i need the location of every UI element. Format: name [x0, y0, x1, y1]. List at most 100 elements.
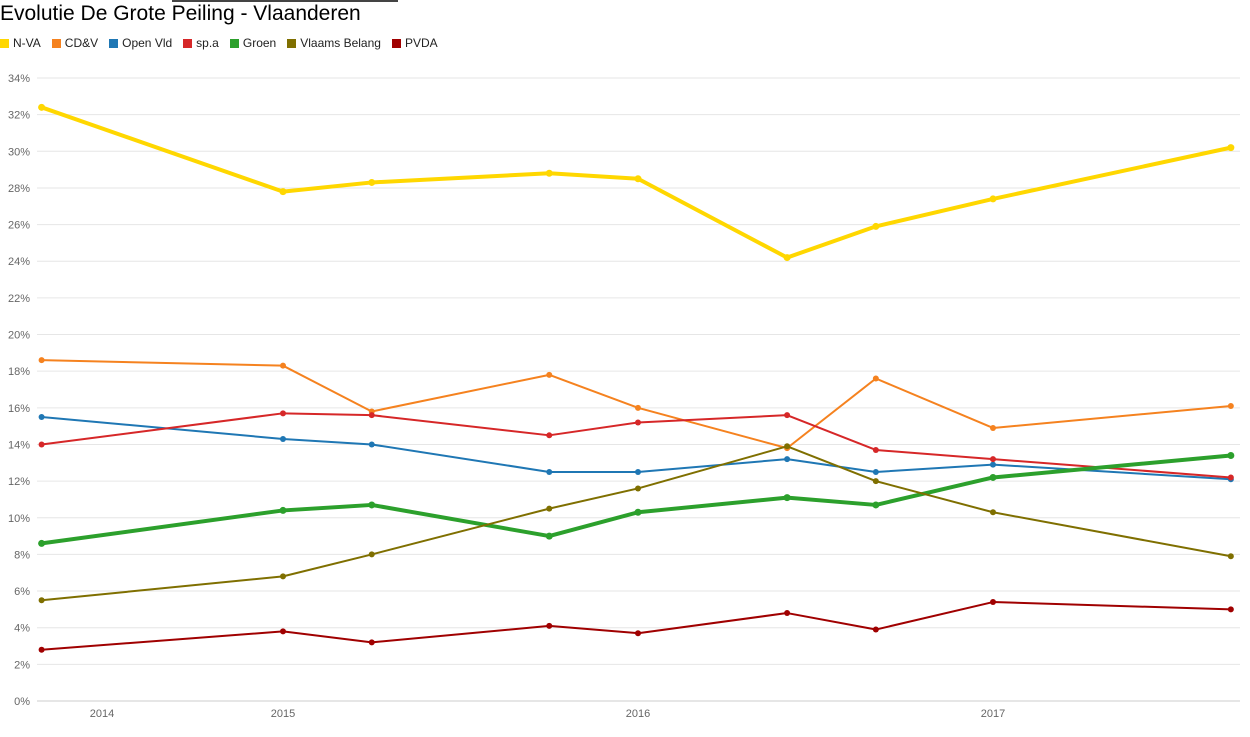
data-point [990, 456, 996, 463]
legend-item[interactable]: CD&V [51, 36, 98, 50]
data-point [1227, 553, 1234, 560]
data-point [38, 597, 45, 604]
data-point [872, 501, 880, 509]
y-tick-label: 12% [8, 476, 30, 488]
y-tick-label: 14% [8, 439, 30, 451]
data-point [990, 599, 996, 606]
legend-label: Open Vld [122, 36, 173, 50]
data-point [784, 456, 791, 463]
legend-item[interactable]: Groen [229, 36, 277, 50]
data-point [872, 375, 879, 382]
data-point [872, 222, 880, 230]
y-tick-label: 18% [8, 366, 30, 378]
x-tick-label: 2016 [626, 708, 650, 720]
data-point [634, 175, 642, 183]
data-point [783, 254, 791, 262]
data-point [279, 506, 287, 514]
data-point [872, 468, 879, 475]
data-point [635, 404, 641, 411]
legend-swatch [391, 38, 401, 48]
y-tick-label: 4% [14, 623, 30, 635]
data-point [280, 573, 286, 580]
data-point [1227, 451, 1235, 459]
data-point [635, 630, 641, 637]
y-tick-label: 20% [8, 330, 30, 342]
legend-label: Groen [242, 36, 277, 50]
legend-item[interactable]: N-VA [0, 36, 41, 50]
data-point [368, 501, 376, 509]
data-point [368, 441, 375, 448]
data-point [989, 473, 997, 481]
y-tick-label: 0% [14, 696, 30, 708]
data-point [545, 169, 553, 177]
legend-swatch [0, 38, 9, 48]
data-point [872, 478, 879, 485]
y-tick-label: 8% [14, 549, 30, 561]
data-point [279, 188, 287, 196]
data-point [38, 539, 46, 547]
top-bar [172, 0, 398, 2]
y-tick-label: 28% [8, 183, 30, 195]
data-point [784, 412, 791, 419]
data-point [872, 446, 879, 453]
x-tick-label: 2014 [90, 708, 114, 720]
data-point [546, 505, 553, 512]
x-tick-label: 2015 [271, 708, 295, 720]
legend-item[interactable]: sp.a [183, 36, 219, 50]
data-point [1227, 474, 1234, 481]
data-point [635, 485, 641, 492]
y-tick-label: 6% [14, 586, 30, 598]
data-point [872, 626, 879, 633]
legend-label: sp.a [196, 36, 219, 50]
data-point [368, 551, 375, 558]
data-point [784, 610, 791, 617]
data-point [368, 412, 375, 419]
data-point [635, 419, 641, 426]
data-point [368, 178, 376, 186]
y-tick-label: 16% [8, 403, 30, 415]
data-point [1227, 144, 1235, 152]
data-point [368, 639, 375, 646]
chart-title: Evolutie De Grote Peiling - Vlaanderen [0, 2, 361, 25]
legend-item[interactable]: PVDA [391, 36, 438, 50]
data-point [38, 646, 45, 653]
legend-swatch [109, 38, 119, 48]
data-point [280, 410, 286, 417]
data-point [1227, 606, 1234, 613]
legend-swatch [229, 38, 239, 48]
data-point [280, 628, 286, 635]
data-point [783, 494, 791, 502]
legend-item[interactable]: Open Vld [109, 36, 172, 50]
series-line-cd-v [41, 359, 1231, 450]
legend-swatch [287, 38, 297, 48]
y-tick-label: 10% [8, 513, 30, 525]
legend-swatch [183, 38, 193, 48]
y-tick-label: 26% [8, 220, 30, 232]
y-tick-label: 2% [14, 659, 30, 671]
y-tick-label: 30% [8, 146, 30, 158]
data-point [635, 468, 641, 475]
data-point [990, 461, 996, 468]
data-point [545, 532, 553, 540]
data-point [280, 435, 286, 442]
data-point [990, 509, 996, 516]
legend-label: PVDA [404, 36, 438, 50]
y-tick-label: 22% [8, 293, 30, 305]
data-point [1227, 402, 1234, 409]
y-tick-label: 32% [8, 110, 30, 122]
data-point [784, 443, 791, 450]
data-point [990, 424, 996, 431]
data-point [546, 622, 553, 629]
data-point [634, 508, 642, 516]
legend: N-VA CD&V Open Vld sp.a Groen Vlaams Belang PV… [0, 36, 438, 50]
legend-swatch [51, 38, 61, 48]
data-point [546, 468, 553, 475]
data-point [38, 441, 45, 448]
series-line-vlaams-belang [41, 445, 1232, 602]
legend-label: N-VA [13, 36, 41, 50]
data-point [38, 357, 45, 364]
data-point [989, 195, 997, 203]
data-point [38, 413, 45, 420]
legend-item[interactable]: Vlaams Belang [287, 36, 381, 50]
